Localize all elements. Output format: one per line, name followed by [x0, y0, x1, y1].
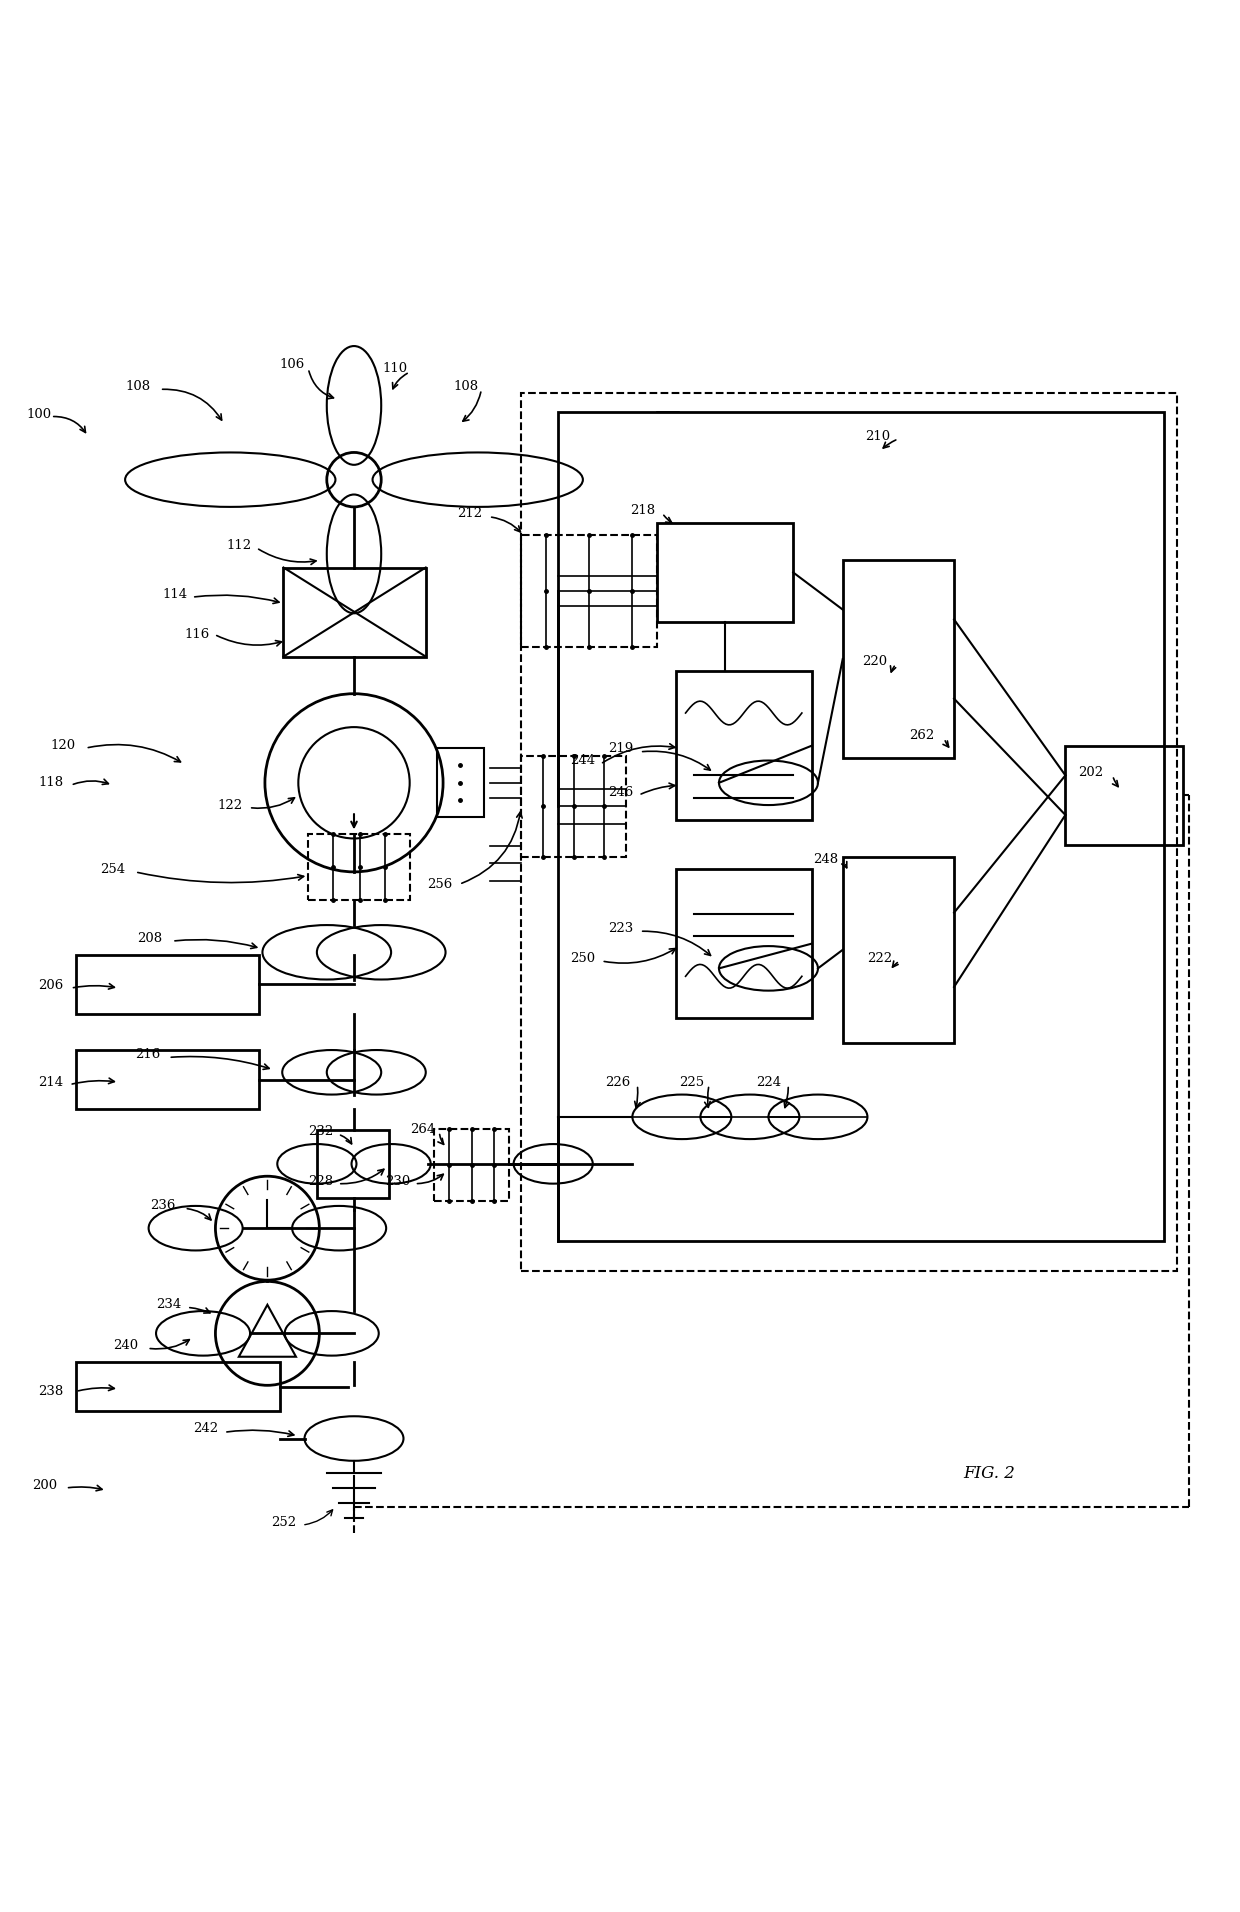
Text: 202: 202: [1078, 767, 1102, 780]
Bar: [676, 671, 812, 820]
Text: 208: 208: [138, 933, 162, 945]
Text: 262: 262: [909, 728, 935, 742]
Text: 228: 228: [309, 1174, 334, 1187]
Text: 250: 250: [570, 952, 595, 966]
Text: 224: 224: [756, 1076, 781, 1088]
Bar: [317, 1130, 388, 1199]
Text: FIG. 2: FIG. 2: [962, 1465, 1014, 1482]
Text: 122: 122: [218, 799, 243, 811]
Text: 212: 212: [456, 507, 482, 520]
Text: 222: 222: [868, 952, 893, 966]
Text: 116: 116: [185, 627, 210, 641]
Text: 242: 242: [193, 1423, 218, 1436]
Bar: [521, 394, 1177, 1271]
Text: 206: 206: [38, 979, 63, 992]
Bar: [558, 411, 1164, 1241]
Bar: [521, 535, 657, 646]
Text: 246: 246: [608, 786, 632, 799]
Bar: [76, 1361, 280, 1411]
Text: 114: 114: [162, 589, 187, 600]
Text: 254: 254: [100, 862, 125, 876]
Text: 230: 230: [384, 1174, 410, 1187]
Text: 240: 240: [113, 1338, 138, 1352]
Text: 248: 248: [813, 853, 838, 866]
Text: 100: 100: [26, 407, 51, 421]
Text: 210: 210: [866, 430, 890, 444]
Text: 256: 256: [427, 878, 453, 891]
Bar: [436, 748, 484, 818]
Bar: [76, 1050, 259, 1109]
Text: 223: 223: [608, 922, 632, 935]
Text: 120: 120: [51, 740, 76, 751]
Text: 234: 234: [156, 1298, 181, 1312]
Bar: [76, 954, 259, 1013]
Bar: [434, 1130, 508, 1201]
Text: 214: 214: [38, 1076, 63, 1088]
Text: 225: 225: [680, 1076, 704, 1088]
Text: 108: 108: [125, 380, 150, 394]
Bar: [843, 560, 954, 757]
Text: 110: 110: [382, 361, 408, 375]
Bar: [521, 755, 626, 857]
Text: 106: 106: [280, 358, 305, 371]
Bar: [843, 857, 954, 1042]
Text: 219: 219: [608, 742, 632, 755]
Bar: [1065, 746, 1183, 845]
Bar: [284, 568, 425, 656]
Text: 236: 236: [150, 1199, 175, 1212]
Text: 252: 252: [272, 1516, 296, 1530]
Text: 238: 238: [38, 1384, 63, 1398]
Text: 220: 220: [863, 656, 888, 667]
Text: 232: 232: [309, 1124, 334, 1138]
Text: 108: 108: [453, 380, 479, 394]
Text: 216: 216: [135, 1048, 160, 1061]
Text: 264: 264: [409, 1122, 435, 1136]
Bar: [309, 834, 409, 901]
Text: 200: 200: [32, 1480, 57, 1491]
Text: 218: 218: [630, 505, 655, 516]
Text: 112: 112: [227, 539, 252, 553]
Bar: [676, 870, 812, 1017]
Bar: [657, 524, 794, 621]
Text: 226: 226: [605, 1076, 630, 1088]
Text: 118: 118: [38, 776, 63, 790]
Text: 244: 244: [570, 753, 595, 767]
